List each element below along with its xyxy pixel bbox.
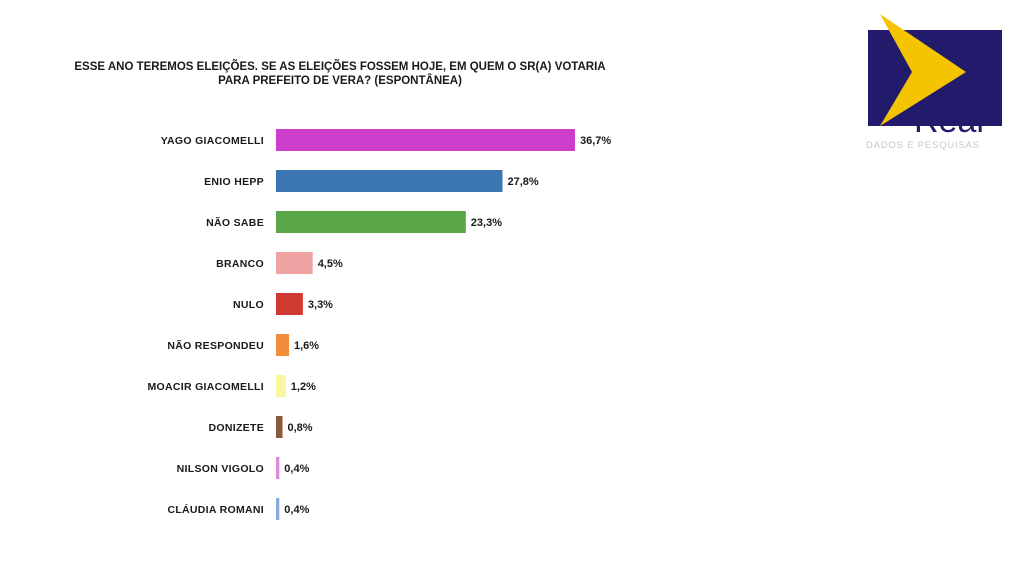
category-label-1: ENIO HEPP	[204, 176, 264, 188]
value-label-3: 4,5%	[318, 258, 343, 270]
bar-8	[276, 457, 280, 479]
logo-tagline: DADOS E PESQUISAS	[866, 140, 980, 151]
category-label-0: YAGO GIACOMELLI	[161, 135, 264, 147]
logo-brand: Real	[914, 102, 984, 140]
category-label-5: NÃO RESPONDEU	[167, 339, 264, 352]
chart-title-line-2: PARA PREFEITO DE VERA? (ESPONTÂNEA)	[218, 75, 462, 87]
bar-0	[276, 129, 575, 151]
value-label-9: 0,4%	[284, 504, 309, 516]
bar-chart: YAGO GIACOMELLI 36,7% ENIO HEPP 27,8% NÃO SA…	[147, 129, 611, 520]
value-label-2: 23,3%	[471, 217, 502, 229]
category-label-9: CLÁUDIA ROMANI	[167, 503, 264, 516]
bar-7	[276, 416, 283, 438]
category-label-8: NILSON VIGOLO	[177, 463, 264, 475]
value-label-4: 3,3%	[308, 299, 333, 311]
category-label-6: MOACIR GIACOMELLI	[147, 381, 264, 393]
chart-title: ESSE ANO TEREMOS ELEIÇÕES. SE AS ELEIÇÕE…	[60, 60, 620, 88]
value-label-7: 0,8%	[288, 422, 313, 434]
bar-2	[276, 211, 466, 233]
category-label-3: BRANCO	[216, 258, 264, 270]
value-label-8: 0,4%	[284, 463, 309, 475]
bar-1	[276, 170, 503, 192]
bar-4	[276, 293, 303, 315]
value-label-0: 36,7%	[580, 135, 611, 147]
real-logo: Real DADOS E PESQUISAS	[866, 14, 1008, 158]
category-label-7: DONIZETE	[209, 422, 264, 434]
logo-mark-icon	[868, 14, 1002, 126]
bar-9	[276, 498, 280, 520]
value-label-5: 1,6%	[294, 340, 319, 352]
category-label-2: NÃO SABE	[206, 216, 264, 229]
value-label-6: 1,2%	[291, 381, 316, 393]
bar-6	[276, 375, 286, 397]
logo-yellow-arrow	[880, 14, 966, 126]
category-label-4: NULO	[233, 299, 264, 311]
bar-3	[276, 252, 313, 274]
value-label-1: 27,8%	[508, 176, 539, 188]
chart-title-line-1: ESSE ANO TEREMOS ELEIÇÕES. SE AS ELEIÇÕE…	[74, 61, 606, 73]
bar-5	[276, 334, 289, 356]
